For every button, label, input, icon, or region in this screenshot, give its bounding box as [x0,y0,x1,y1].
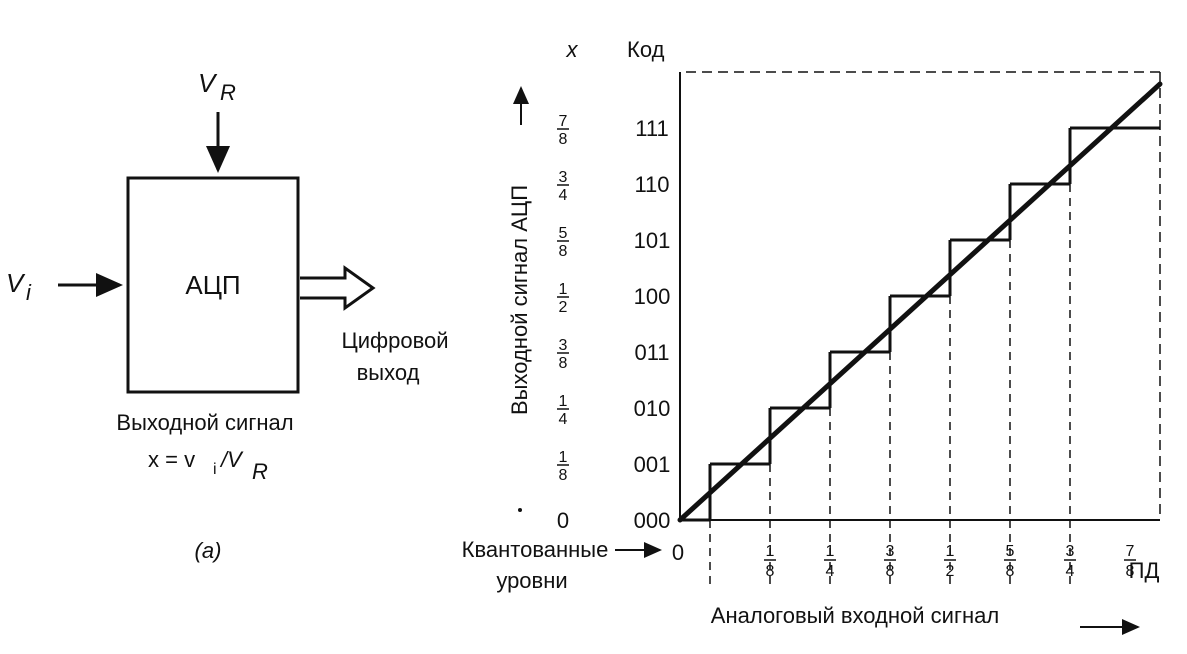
formula-subscript-r: R [252,459,268,484]
staircase-series [680,126,1160,522]
code-header: Код [627,37,665,62]
x-fraction-den-7-8: 8 [1126,563,1135,580]
ideal-line-series [677,81,1163,523]
x-fraction-den-3-8: 8 [886,563,895,580]
vertical-dashes [709,184,1071,585]
panel-label: (a) [195,538,222,563]
adc-label: АЦП [185,270,240,300]
x-fraction-zero: 0 [672,540,684,565]
code-label-101: 101 [634,228,671,253]
x-fraction-den-5-8: 8 [1006,563,1015,580]
digital-output-line1: Цифровой [341,328,448,353]
y-axis-dot [518,508,522,512]
code-label-111: 111 [635,116,668,141]
y-fraction-den-1-4: 4 [559,411,568,428]
y-fraction-num-1-8: 1 [559,449,568,466]
x-fraction-den-1-8: 8 [766,563,775,580]
reference-symbol: V [198,68,218,98]
digital-output-arrow [300,265,376,311]
code-label-000: 000 [634,508,671,533]
transfer-chart: x Код Выходной сигнал АЦП 00000101001110… [462,37,1163,635]
formula-subscript-i: i [213,461,217,478]
code-label-100: 100 [634,284,671,309]
full-scale-label: ПД [1129,558,1160,583]
x-fraction-den-1-4: 4 [826,563,835,580]
code-label-110: 110 [634,172,669,197]
ideal-line [677,81,1163,523]
x-fraction-num-3-8: 3 [886,543,895,560]
x-tick-labels: 0 1 8 1 4 3 8 1 2 5 8 3 4 7 8 [672,540,1136,580]
x-fraction-num-3-4: 3 [1066,543,1075,560]
digital-output-line2: выход [357,360,420,385]
y-fraction-num-3-8: 3 [559,337,568,354]
x-fraction-den-1-2: 2 [946,563,955,580]
y-axis-label-group: Выходной сигнал АЦП [507,185,532,415]
input-symbol: V [6,268,26,298]
adc-box [126,176,300,394]
output-caption: Выходной сигнал [116,410,293,435]
y-axis-label: Выходной сигнал АЦП [507,185,532,415]
x-column-header: x [566,37,579,62]
x-axis-label: Аналоговый входной сигнал [711,603,999,628]
y-fraction-den-3-4: 4 [559,187,568,204]
reference-subscript: R [220,80,236,105]
x-fraction-num-7-8: 7 [1126,543,1135,560]
y-fraction-den-1-8: 8 [559,467,568,484]
y-fraction-den-7-8: 8 [559,131,568,148]
formula-left: x = v [148,447,195,472]
x-fraction-num-1-8: 1 [766,543,775,560]
y-fraction-num-5-8: 5 [559,225,568,242]
x-fraction-den-3-4: 4 [1066,563,1075,580]
adc-block-diagram: АЦП V R V i Цифровой выход Выходной сигн… [6,68,449,563]
y-fraction-num-1-2: 1 [559,281,568,298]
y-fraction-num-3-4: 3 [559,169,568,186]
x-fraction-num-5-8: 5 [1006,543,1015,560]
y-fraction-den-3-8: 8 [559,355,568,372]
y-fraction-num-7-8: 7 [559,113,568,130]
quantized-label-line1: Квантованные [462,537,609,562]
y-fraction-den-1-2: 2 [559,299,568,316]
quantized-label-line2: уровни [496,568,567,593]
formula-slash-v: /V [219,447,244,472]
code-label-011: 011 [634,340,669,365]
code-label-010: 010 [634,396,671,421]
code-label-001: 001 [634,452,671,477]
y-fraction-den-5-8: 8 [559,243,568,260]
x-fraction-num-1-2: 1 [946,543,955,560]
input-subscript: i [26,280,32,305]
y-fraction-num-1-4: 1 [559,393,568,410]
x-fraction-num-1-4: 1 [826,543,835,560]
y-fraction-zero: 0 [557,508,569,533]
